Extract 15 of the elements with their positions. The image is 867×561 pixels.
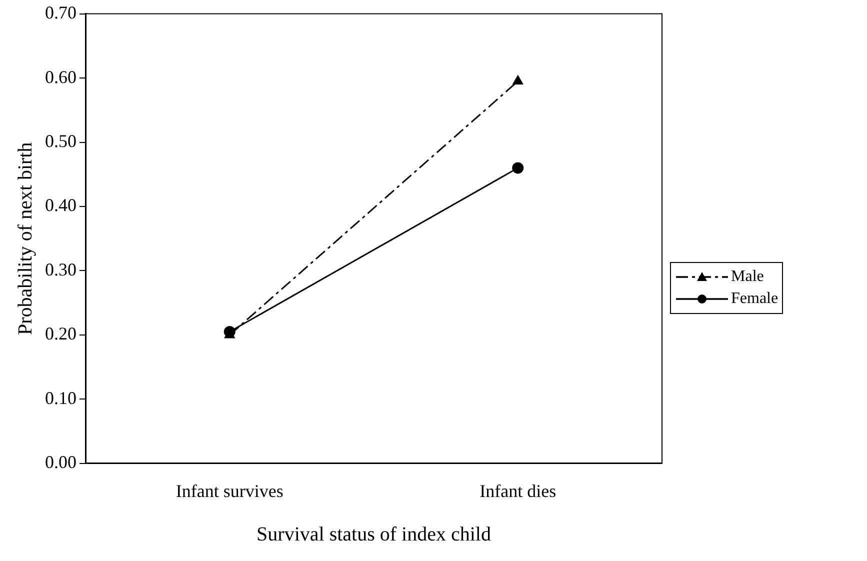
point <box>512 162 524 174</box>
y-tick-label: 0.00 <box>45 452 76 472</box>
y-tick-label: 0.10 <box>45 388 76 408</box>
y-tick-label: 0.60 <box>45 66 76 87</box>
y-tick-label: 0.40 <box>45 195 76 216</box>
y-tick-label: 0.50 <box>45 130 76 151</box>
x-tick-label: Infant survives <box>176 480 284 501</box>
y-axis-title: Probability of next birth <box>14 142 36 335</box>
legend-label: Male <box>731 268 764 286</box>
y-tick-label: 0.70 <box>45 2 76 23</box>
y-tick-label: 0.20 <box>45 324 76 344</box>
x-axis-title: Survival status of index child <box>256 523 491 546</box>
x-tick-label: Infant dies <box>480 480 556 501</box>
legend-label: Female <box>731 290 778 308</box>
y-tick-label: 0.30 <box>45 259 76 280</box>
